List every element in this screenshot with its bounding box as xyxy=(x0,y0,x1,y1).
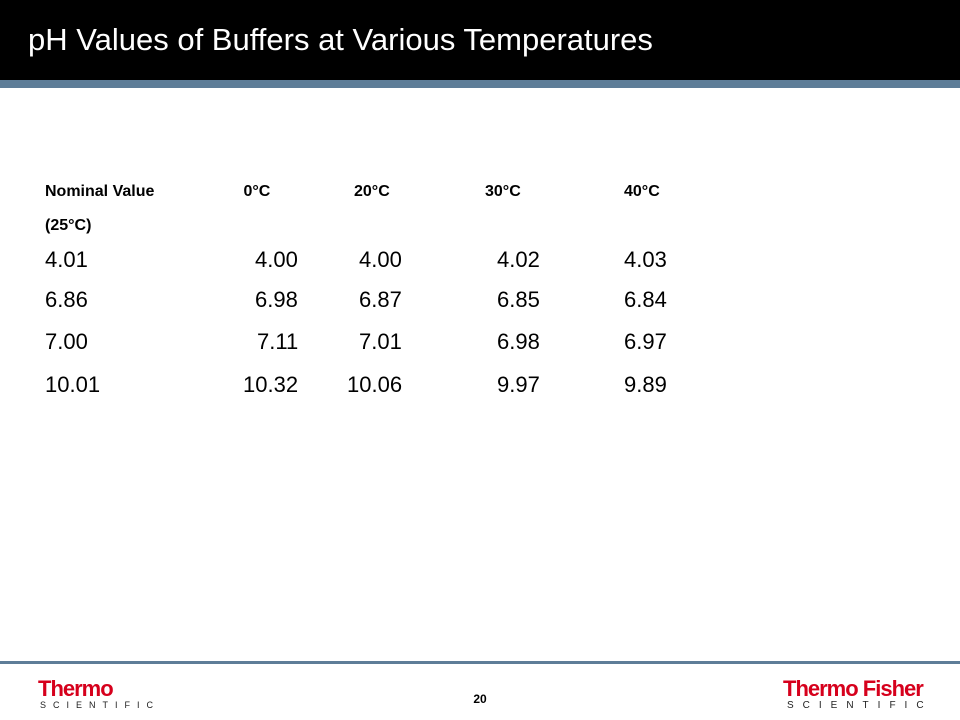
cell-value: 6.84 xyxy=(624,287,667,312)
row-label: 4.01 xyxy=(45,247,88,272)
column-header: Nominal Value (25°C) xyxy=(45,183,155,234)
cell-value: 4.03 xyxy=(624,247,667,272)
row-label: 7.00 xyxy=(45,329,88,354)
right-logo-subtitle: SCIENTIFIC xyxy=(787,700,933,711)
slide-title: pH Values of Buffers at Various Temperat… xyxy=(28,22,653,57)
cell-value: 9.97 xyxy=(497,372,540,397)
cell-value: 10.06 xyxy=(347,372,403,397)
row-label: 10.01 xyxy=(45,372,101,397)
cell-value: 6.98 xyxy=(255,287,298,312)
left-logo-subtitle: SCIENTIFIC xyxy=(40,700,161,710)
cell-value: 4.00 xyxy=(255,247,298,272)
row-label: 6.86 xyxy=(45,287,88,312)
cell-value: 10.32 xyxy=(243,372,299,397)
cell-value: 9.89 xyxy=(624,372,667,397)
footer-rule xyxy=(0,661,960,664)
cell-value: 7.11 xyxy=(257,329,299,354)
column-header: 40°C xyxy=(624,183,660,200)
column-header: 0°C xyxy=(243,183,271,200)
cell-value: 6.97 xyxy=(624,329,667,354)
right-logo: Thermo Fisher xyxy=(783,676,924,701)
cell-value: 6.87 xyxy=(359,287,402,312)
cell-value: 4.02 xyxy=(497,247,540,272)
cell-value: 4.00 xyxy=(359,247,402,272)
cell-value: 7.01 xyxy=(359,329,402,354)
page-number: 20 xyxy=(473,692,487,706)
cell-value: 6.85 xyxy=(497,287,540,312)
column-header: 30°C xyxy=(485,183,521,200)
title-rule xyxy=(0,80,960,88)
title-bar xyxy=(0,0,960,80)
column-header: 20°C xyxy=(354,183,390,200)
cell-value: 6.98 xyxy=(497,329,540,354)
left-logo: Thermo xyxy=(38,676,114,701)
